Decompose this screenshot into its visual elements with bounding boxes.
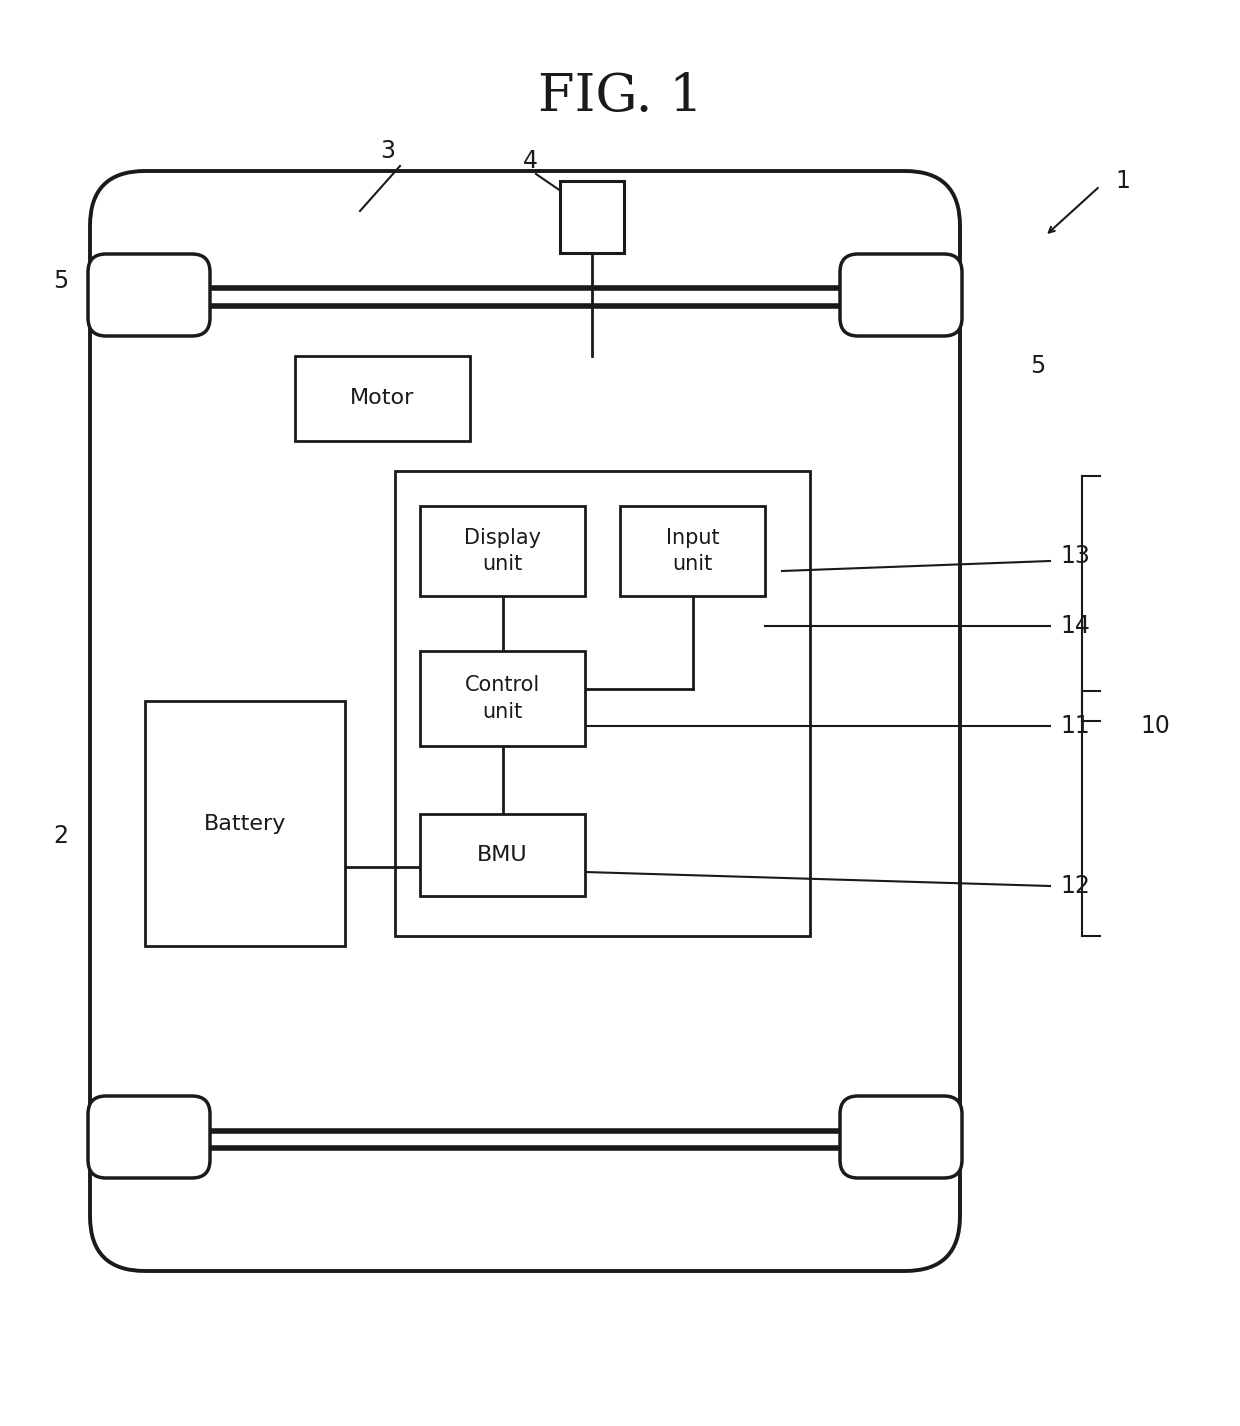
Text: 14: 14 (1060, 615, 1090, 637)
Text: FIG. 1: FIG. 1 (538, 70, 702, 121)
Text: Control
unit: Control unit (465, 676, 541, 722)
Text: 5: 5 (1030, 354, 1045, 378)
Text: 4: 4 (522, 148, 537, 173)
Bar (420, 652, 585, 746)
Bar (420, 814, 585, 896)
Text: Motor: Motor (351, 388, 414, 408)
Text: 13: 13 (1060, 543, 1090, 568)
Bar (560, 181, 624, 252)
Text: 3: 3 (381, 138, 396, 163)
FancyBboxPatch shape (839, 254, 962, 337)
Bar (620, 506, 765, 596)
Text: 1: 1 (1115, 170, 1130, 193)
FancyBboxPatch shape (88, 254, 210, 337)
Text: 2: 2 (53, 824, 68, 848)
FancyBboxPatch shape (839, 1097, 962, 1178)
Text: Display
unit: Display unit (464, 528, 541, 575)
FancyBboxPatch shape (91, 171, 960, 1271)
Bar (145, 702, 345, 945)
Bar (295, 356, 470, 441)
Text: BMU: BMU (477, 846, 528, 866)
Text: 10: 10 (1140, 714, 1169, 739)
Text: 11: 11 (1060, 714, 1090, 739)
Bar (420, 506, 585, 596)
Text: 12: 12 (1060, 874, 1090, 898)
Text: Battery: Battery (203, 813, 286, 834)
Text: 5: 5 (53, 270, 68, 292)
Text: Input
unit: Input unit (666, 528, 719, 575)
FancyBboxPatch shape (88, 1097, 210, 1178)
Bar (396, 471, 810, 935)
